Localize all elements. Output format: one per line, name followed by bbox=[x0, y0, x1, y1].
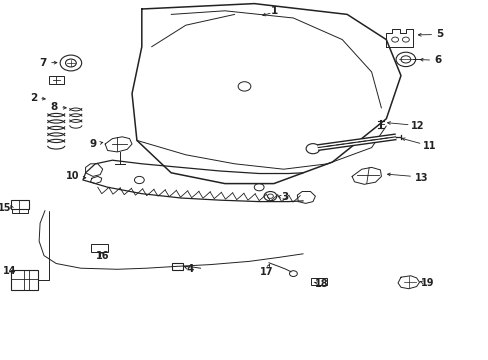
Text: 3: 3 bbox=[281, 192, 287, 202]
Text: 13: 13 bbox=[414, 173, 427, 183]
Text: 11: 11 bbox=[422, 141, 435, 151]
Text: 7: 7 bbox=[39, 58, 47, 68]
Text: 17: 17 bbox=[260, 267, 273, 277]
Text: 12: 12 bbox=[410, 121, 424, 131]
Text: 19: 19 bbox=[420, 278, 434, 288]
Text: 5: 5 bbox=[436, 29, 443, 39]
Text: 14: 14 bbox=[2, 266, 16, 276]
Text: 18: 18 bbox=[314, 279, 328, 289]
Text: 4: 4 bbox=[185, 264, 193, 274]
Text: 9: 9 bbox=[89, 139, 96, 149]
Text: 16: 16 bbox=[96, 251, 109, 261]
Text: 6: 6 bbox=[434, 55, 441, 66]
Text: 15: 15 bbox=[0, 203, 12, 213]
Text: 2: 2 bbox=[30, 93, 37, 103]
Text: 8: 8 bbox=[50, 102, 57, 112]
Text: 1: 1 bbox=[271, 6, 278, 16]
Text: 10: 10 bbox=[65, 171, 79, 181]
